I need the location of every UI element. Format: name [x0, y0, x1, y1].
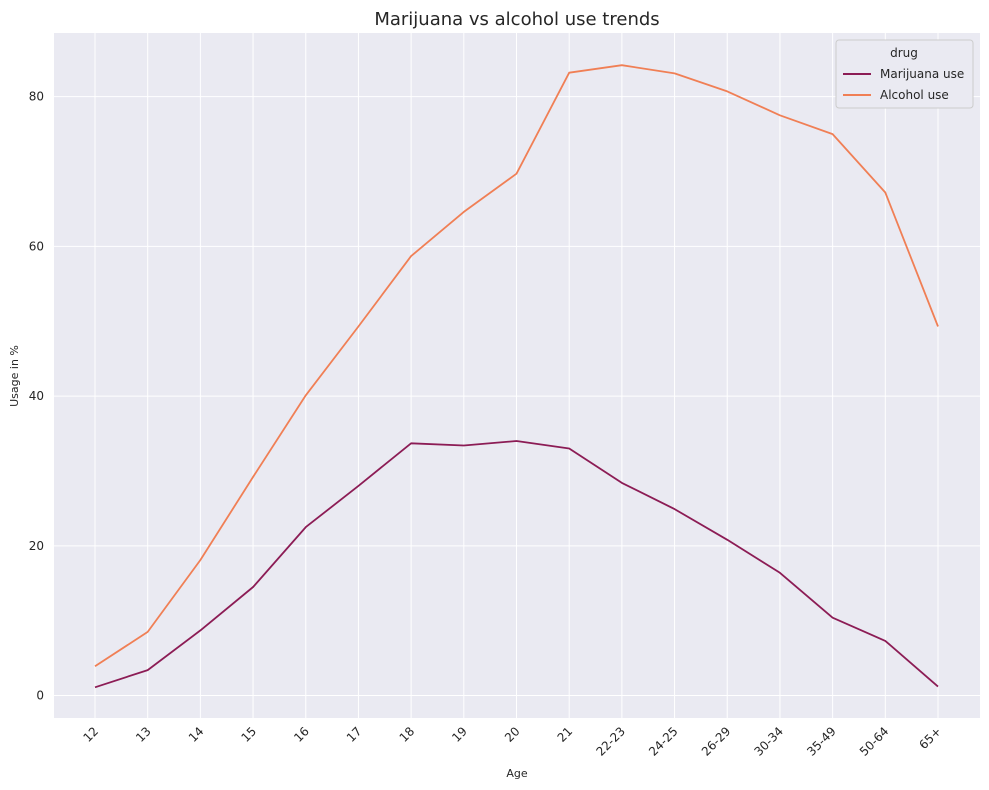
x-tick-label: 20	[502, 724, 523, 745]
series-line-marijuana-use	[94, 440, 939, 689]
x-tick-label: 16	[291, 724, 312, 745]
legend-title: drug	[890, 46, 918, 60]
x-tick-label: 30-34	[751, 724, 786, 759]
legend-label-alcohol: Alcohol use	[880, 88, 949, 102]
x-tick-label: 12	[80, 724, 101, 745]
legend: drug Marijuana use Alcohol use	[835, 39, 974, 109]
x-tick-label: 50-64	[857, 724, 892, 759]
x-tick-label: 24-25	[646, 724, 681, 759]
y-tick-label: 80	[29, 90, 44, 104]
y-tick-label: 0	[36, 689, 44, 703]
x-tick-label: 26-29	[699, 724, 734, 759]
x-tick-label: 14	[186, 724, 207, 745]
x-axis-label: Age	[506, 767, 528, 780]
x-tick-label: 65+	[916, 724, 944, 752]
x-tick-label: 19	[449, 724, 470, 745]
legend-label-marijuana: Marijuana use	[880, 67, 964, 81]
x-tick-label: 18	[397, 724, 418, 745]
x-tick-label: 22-23	[593, 724, 628, 759]
y-tick-label: 60	[29, 239, 44, 253]
y-tick-label: 40	[29, 389, 44, 403]
legend-box	[835, 39, 974, 109]
x-gridlines	[94, 33, 939, 718]
y-axis-label: Usage in %	[8, 345, 21, 407]
x-tick-label: 35-49	[804, 724, 839, 759]
series-line-alcohol-use	[94, 64, 939, 668]
x-tick-labels: 12 13 14 15 16 17 18 19 20 21 22-23 24-25 26-29 30-34…	[80, 724, 944, 759]
x-tick-label: 21	[555, 724, 576, 745]
x-tick-label: 15	[238, 724, 259, 745]
chart-title: Marijuana vs alcohol use trends	[374, 9, 659, 30]
y-tick-labels: 0 20 40 60 80	[29, 90, 44, 703]
series-lines	[94, 64, 939, 689]
x-tick-label: 17	[344, 724, 365, 745]
x-tick-label: 13	[133, 724, 154, 745]
y-tick-label: 20	[29, 539, 44, 553]
